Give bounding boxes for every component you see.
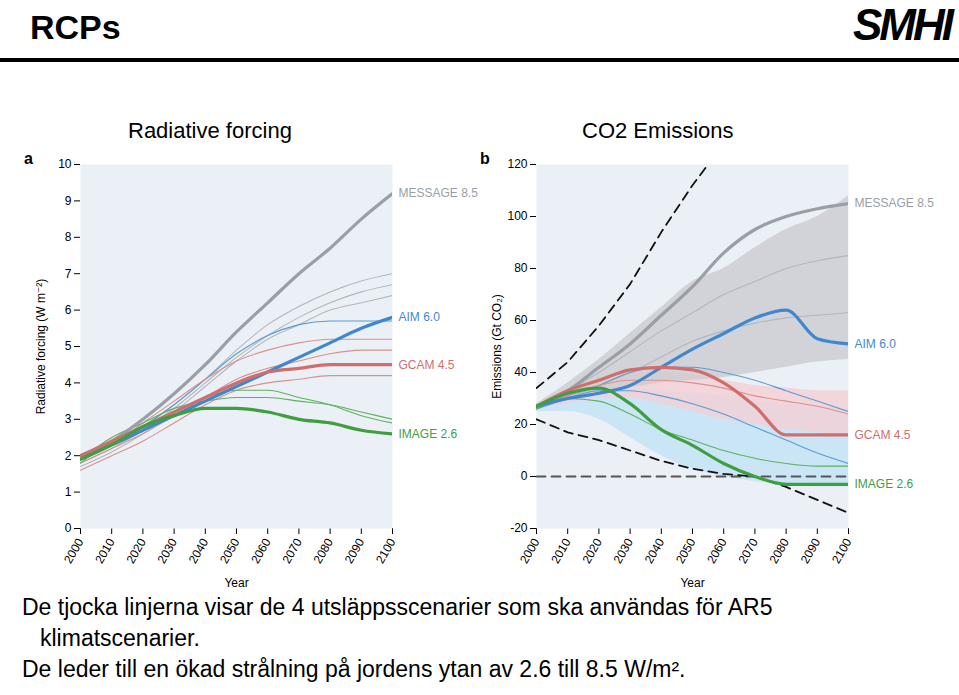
svg-text:6: 6	[65, 303, 72, 317]
svg-text:0: 0	[521, 469, 528, 483]
svg-text:0: 0	[65, 521, 72, 535]
svg-text:2030: 2030	[611, 536, 637, 566]
html-text:b: b	[480, 150, 490, 167]
svg-text:GCAM 4.5: GCAM 4.5	[399, 358, 455, 372]
svg-text:IMAGE 2.6: IMAGE 2.6	[855, 477, 914, 491]
svg-text:AIM 6.0: AIM 6.0	[855, 337, 897, 351]
svg-text:Emissions (Gt CO₂): Emissions (Gt CO₂)	[490, 294, 504, 399]
html-text:CO2 Emissions: CO2 Emissions	[582, 118, 734, 143]
svg-text:2100: 2100	[829, 536, 855, 566]
svg-text:2080: 2080	[311, 536, 337, 566]
svg-text:Year: Year	[224, 576, 248, 590]
svg-text:2: 2	[65, 449, 72, 463]
svg-text:2040: 2040	[186, 536, 212, 566]
html-text:De leder till en ökad strålnin: De leder till en ökad strålning på jorde…	[22, 656, 686, 682]
svg-text:2010: 2010	[92, 536, 118, 566]
svg-text:2090: 2090	[342, 536, 368, 566]
html-text:RCPs: RCPs	[30, 8, 121, 46]
svg-text:GCAM 4.5: GCAM 4.5	[855, 428, 911, 442]
svg-text:2080: 2080	[767, 536, 793, 566]
svg-text:2000: 2000	[61, 536, 87, 566]
svg-text:10: 10	[58, 157, 72, 171]
svg-text:2020: 2020	[579, 536, 605, 566]
html-text:De tjocka linjerna visar de 4: De tjocka linjerna visar de 4 utsläppssc…	[22, 594, 773, 651]
svg-text:40: 40	[514, 365, 528, 379]
svg-text:60: 60	[514, 313, 528, 327]
svg-text:2010: 2010	[548, 536, 574, 566]
svg-text:Radiative forcing (W m⁻²): Radiative forcing (W m⁻²)	[34, 279, 48, 415]
svg-text:120: 120	[507, 157, 527, 171]
html-text:SMHI: SMHI	[853, 0, 951, 49]
html-text:a: a	[24, 150, 33, 167]
svg-text:2050: 2050	[673, 536, 699, 566]
svg-text:80: 80	[514, 261, 528, 275]
svg-text:9: 9	[65, 194, 72, 208]
svg-text:2060: 2060	[704, 536, 730, 566]
svg-text:2030: 2030	[155, 536, 181, 566]
svg-text:100: 100	[507, 209, 527, 223]
svg-text:3: 3	[65, 412, 72, 426]
svg-text:IMAGE 2.6: IMAGE 2.6	[399, 427, 458, 441]
svg-text:MESSAGE 8.5: MESSAGE 8.5	[399, 186, 479, 200]
svg-text:2090: 2090	[798, 536, 824, 566]
svg-text:2070: 2070	[735, 536, 761, 566]
svg-text:-20: -20	[510, 521, 528, 535]
svg-text:1: 1	[65, 485, 72, 499]
svg-text:2060: 2060	[248, 536, 274, 566]
svg-text:8: 8	[65, 230, 72, 244]
svg-text:2070: 2070	[279, 536, 305, 566]
svg-text:7: 7	[65, 267, 72, 281]
svg-text:4: 4	[65, 376, 72, 390]
svg-text:2100: 2100	[373, 536, 399, 566]
svg-text:MESSAGE 8.5: MESSAGE 8.5	[855, 196, 935, 210]
svg-text:AIM 6.0: AIM 6.0	[399, 310, 441, 324]
svg-text:2040: 2040	[642, 536, 668, 566]
svg-text:5: 5	[65, 339, 72, 353]
svg-text:2000: 2000	[517, 536, 543, 566]
svg-text:20: 20	[514, 417, 528, 431]
svg-text:Year: Year	[680, 576, 704, 590]
html-text:Radiative forcing: Radiative forcing	[128, 118, 292, 143]
svg-text:2050: 2050	[217, 536, 243, 566]
svg-text:2020: 2020	[123, 536, 149, 566]
